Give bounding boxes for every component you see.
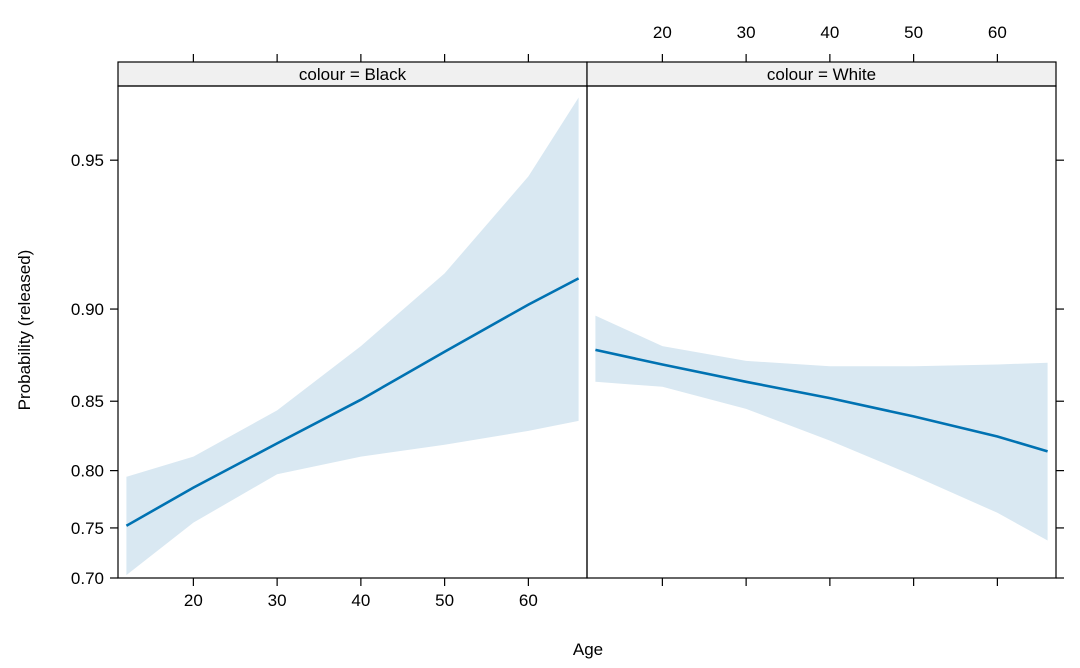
fit-line-2 bbox=[595, 348, 1048, 453]
x-tick-label-top-60: 60 bbox=[988, 23, 1007, 42]
panel-1: colour = Black bbox=[117, 61, 588, 579]
confidence-band-1 bbox=[126, 97, 579, 576]
panels-layer: colour = Black colour = White bbox=[117, 61, 1057, 579]
y-tick-label-2: 0.80 bbox=[71, 462, 104, 481]
strip-label-1: colour = Black bbox=[299, 65, 407, 84]
x-tick-label-20: 20 bbox=[184, 591, 203, 610]
y-tick-label-4: 0.90 bbox=[71, 300, 104, 319]
panel-border-2 bbox=[586, 85, 1057, 579]
x-tick-label-top-50: 50 bbox=[904, 23, 923, 42]
x-tick-label-30: 30 bbox=[268, 591, 287, 610]
strip-label-2: colour = White bbox=[767, 65, 876, 84]
y-tick-label-5: 0.95 bbox=[71, 151, 104, 170]
axes-layer: 20 30 40 50 60 20 30 40 50 60 0.70 0.75 0.80 0.85 0.90… bbox=[71, 23, 1064, 610]
x-axis-title: Age bbox=[573, 640, 603, 659]
x-tick-label-60: 60 bbox=[519, 591, 538, 610]
x-tick-label-top-20: 20 bbox=[653, 23, 672, 42]
fit-line-1 bbox=[125, 277, 580, 527]
panel-2: colour = White bbox=[586, 61, 1057, 579]
strip-2 bbox=[586, 61, 1057, 87]
confidence-band-2 bbox=[595, 315, 1048, 541]
y-axis-title: Probability (released) bbox=[15, 250, 34, 411]
y-tick-label-1: 0.75 bbox=[71, 519, 104, 538]
x-tick-label-50: 50 bbox=[435, 591, 454, 610]
y-tick-label-3: 0.85 bbox=[71, 392, 104, 411]
y-tick-label-0: 0.70 bbox=[71, 569, 104, 588]
x-tick-label-top-30: 30 bbox=[737, 23, 756, 42]
x-tick-label-top-40: 40 bbox=[820, 23, 839, 42]
x-tick-label-40: 40 bbox=[351, 591, 370, 610]
